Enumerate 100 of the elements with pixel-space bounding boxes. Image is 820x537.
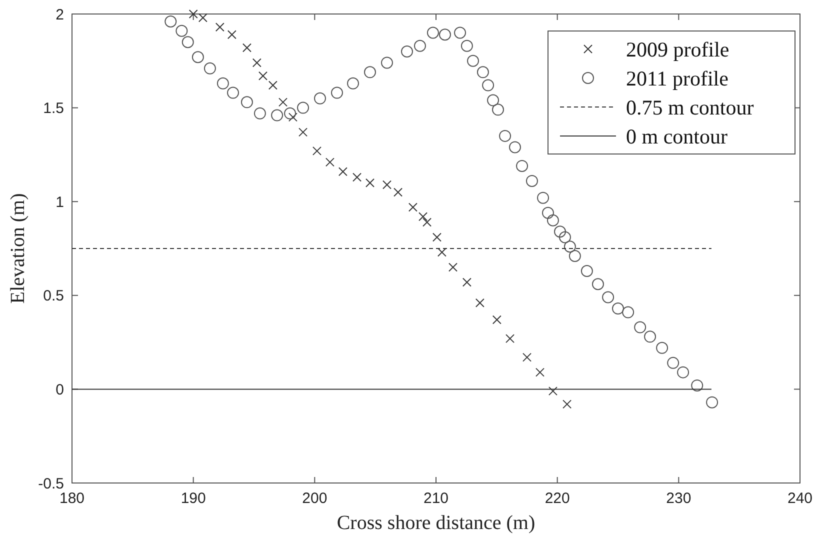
- point: [634, 321, 646, 334]
- point: [408, 202, 418, 212]
- point: [522, 352, 532, 362]
- point: [216, 77, 229, 90]
- point: [215, 22, 224, 32]
- y-tick-label: 1.5: [43, 100, 64, 118]
- point: [592, 278, 604, 290]
- point: [492, 315, 502, 324]
- point: [198, 13, 208, 22]
- point: [192, 51, 204, 64]
- point: [564, 240, 576, 253]
- x-tick-label: 200: [302, 490, 328, 507]
- legend-label: 0.75 m contour: [626, 95, 754, 120]
- point: [314, 92, 326, 104]
- point: [492, 104, 504, 116]
- x-tick-label: 180: [59, 490, 85, 507]
- x-tick-label: 190: [180, 490, 206, 507]
- point: [548, 386, 558, 396]
- point: [475, 298, 484, 308]
- point: [677, 366, 690, 378]
- point: [312, 146, 322, 156]
- point: [188, 10, 198, 18]
- y-tick-label: -0.5: [38, 475, 64, 492]
- point: [380, 56, 393, 69]
- point: [176, 24, 188, 37]
- point: [240, 96, 253, 108]
- point: [499, 130, 512, 142]
- point: [252, 58, 262, 68]
- point: [580, 265, 593, 278]
- point: [644, 330, 656, 343]
- point: [426, 26, 439, 39]
- point: [268, 80, 278, 90]
- point: [437, 248, 446, 257]
- point: [516, 160, 528, 172]
- point: [448, 262, 458, 272]
- point: [535, 368, 544, 377]
- x-tick-label: 210: [423, 490, 449, 507]
- point: [438, 28, 451, 41]
- point: [482, 79, 494, 92]
- point: [298, 128, 308, 137]
- point: [418, 212, 428, 222]
- x-tick-label: 220: [544, 490, 570, 507]
- point: [542, 206, 554, 219]
- point: [204, 62, 216, 74]
- point: [347, 77, 360, 90]
- y-tick-label: 1: [56, 194, 64, 211]
- point: [382, 180, 392, 190]
- point: [365, 178, 374, 188]
- point: [546, 214, 559, 226]
- point: [537, 192, 550, 204]
- point: [462, 278, 472, 287]
- point: [297, 102, 310, 114]
- point: [454, 26, 466, 39]
- point: [258, 71, 268, 80]
- point: [284, 107, 296, 120]
- point: [508, 141, 521, 154]
- point: [554, 226, 566, 238]
- legend-label: 0 m contour: [626, 124, 728, 148]
- legend-label: 2011 profile: [626, 66, 728, 90]
- legend-label: 2009 profile: [626, 37, 730, 62]
- point: [338, 167, 348, 176]
- point: [227, 30, 236, 40]
- point: [288, 112, 298, 122]
- point: [182, 36, 194, 48]
- point: [467, 54, 480, 67]
- point: [506, 334, 515, 344]
- point: [254, 107, 266, 120]
- point: [568, 250, 581, 262]
- point: [271, 109, 284, 122]
- point: [325, 158, 334, 167]
- point: [562, 400, 572, 409]
- point: [476, 66, 489, 78]
- point: [612, 302, 624, 315]
- x-axis-title: Cross shore distance (m): [336, 512, 536, 534]
- point: [278, 98, 288, 107]
- point: [422, 218, 432, 227]
- point: [460, 40, 473, 52]
- y-tick-label: 0: [56, 381, 64, 398]
- point: [164, 16, 177, 28]
- point: [227, 86, 240, 99]
- y-tick-label: 2: [56, 6, 64, 24]
- x-tick-label: 240: [787, 490, 813, 507]
- point: [656, 342, 668, 354]
- point: [401, 46, 413, 58]
- point: [558, 231, 571, 244]
- point: [602, 291, 614, 304]
- y-axis-title: Elevation (m): [7, 193, 29, 304]
- point: [622, 306, 634, 318]
- point: [242, 43, 252, 52]
- point: [414, 40, 426, 52]
- point: [432, 232, 442, 242]
- y-tick-label: 0.5: [43, 288, 64, 305]
- point: [394, 188, 403, 197]
- point: [526, 174, 538, 187]
- point: [330, 86, 343, 99]
- point: [487, 94, 500, 106]
- point: [706, 396, 718, 408]
- point: [352, 172, 362, 182]
- x-tick-label: 230: [666, 490, 692, 507]
- point: [364, 66, 376, 78]
